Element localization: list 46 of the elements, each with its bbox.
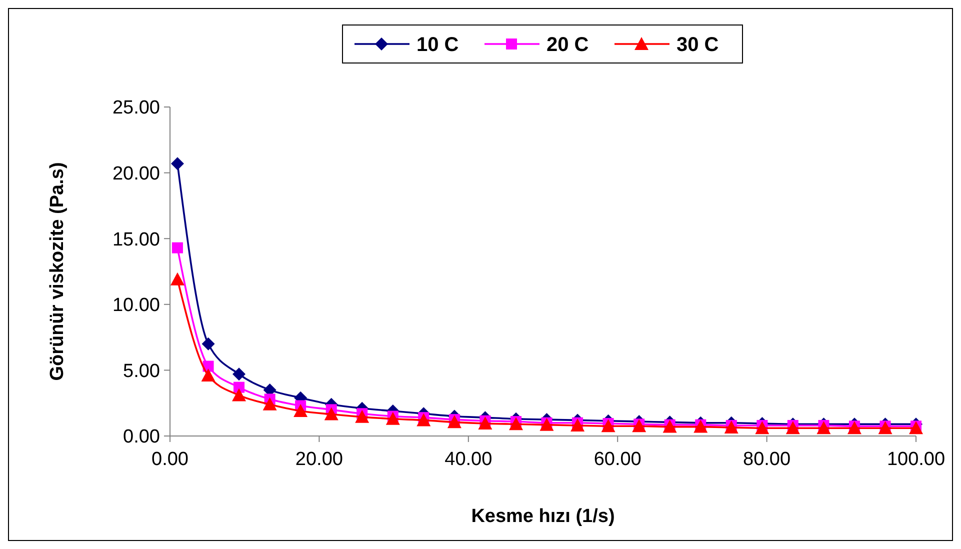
point	[232, 368, 246, 381]
legend-label: 30 C	[676, 34, 719, 56]
y-tick-label: 20.00	[112, 163, 160, 184]
point	[170, 157, 184, 170]
x-axis-title: Kesme hızı (1/s)	[471, 506, 615, 527]
y-axis-title: Görünür viskozite (Pa.s)	[47, 162, 68, 381]
x-tick-label: 80.00	[743, 449, 791, 470]
point	[755, 421, 770, 434]
point	[324, 407, 338, 420]
point	[816, 421, 831, 434]
point	[694, 420, 708, 433]
point	[447, 415, 462, 428]
x-tick-label: 60.00	[594, 449, 642, 470]
point	[232, 388, 246, 402]
point	[632, 419, 646, 432]
point	[386, 412, 400, 425]
point	[416, 413, 431, 426]
point	[662, 420, 677, 433]
y-tick-label: 5.00	[123, 360, 160, 382]
x-tick-label: 0.00	[152, 449, 188, 470]
x-tick-label: 20.00	[295, 449, 343, 470]
x-tick-label: 100.00	[886, 449, 946, 470]
point	[355, 410, 370, 423]
point	[202, 337, 215, 350]
point	[172, 242, 183, 254]
point	[601, 419, 616, 432]
y-tick-label: 15.00	[112, 229, 160, 250]
legend-label: 10 C	[416, 34, 459, 56]
x-tick-label: 40.00	[444, 449, 492, 470]
point	[786, 421, 800, 434]
y-tick-label: 10.00	[112, 295, 160, 316]
point	[909, 421, 923, 434]
y-tick-label: 25.00	[112, 98, 160, 119]
point	[201, 368, 216, 382]
point	[294, 404, 308, 417]
point	[478, 416, 492, 430]
point	[878, 421, 892, 434]
y-tick-label: 0.00	[123, 426, 160, 448]
point	[570, 418, 585, 432]
point	[262, 397, 277, 410]
point	[170, 272, 184, 286]
point	[508, 417, 523, 430]
point	[847, 421, 862, 434]
point	[724, 420, 738, 434]
legend-label: 20 C	[546, 34, 589, 56]
point	[540, 418, 554, 431]
